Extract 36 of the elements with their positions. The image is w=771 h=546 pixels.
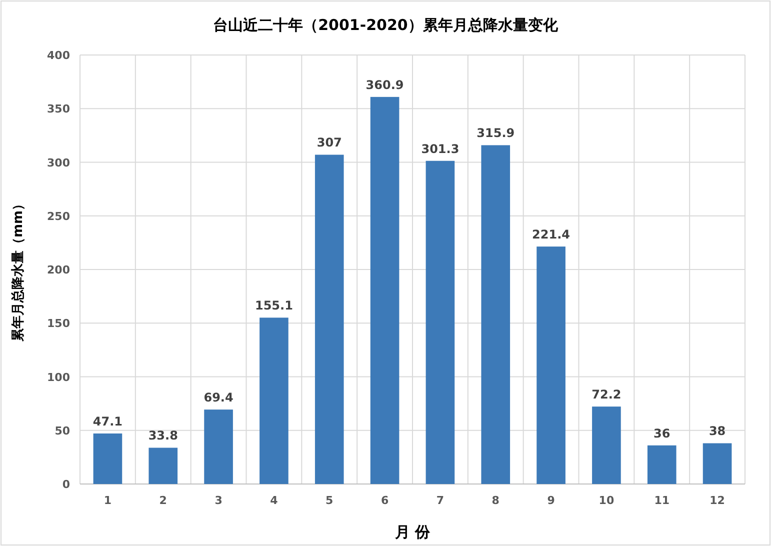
bar xyxy=(536,246,566,484)
bar xyxy=(370,96,400,484)
bar xyxy=(592,406,621,484)
bar xyxy=(93,433,122,484)
chart-title: 台山近二十年（2001-2020）累年月总降水量变化 xyxy=(213,16,559,34)
data-label: 155.1 xyxy=(254,298,293,313)
y-tick-label: 300 xyxy=(47,156,70,170)
data-label: 33.8 xyxy=(148,428,178,443)
x-axis-title: 月 份 xyxy=(394,523,432,541)
y-axis-title: 累年月总降水量（mm） xyxy=(10,197,26,343)
y-tick-label: 150 xyxy=(47,317,70,330)
data-label: 221.4 xyxy=(532,228,570,242)
bar xyxy=(204,410,233,484)
data-label: 36 xyxy=(654,426,670,440)
bar xyxy=(481,145,510,484)
y-tick-label: 100 xyxy=(47,370,70,384)
data-label: 360.9 xyxy=(366,78,404,92)
data-label: 301.3 xyxy=(421,142,460,156)
bar xyxy=(702,443,732,484)
data-label: 38 xyxy=(708,424,726,438)
y-tick-label: 0 xyxy=(62,478,70,491)
y-tick-label: 250 xyxy=(47,210,70,223)
y-tick-label: 200 xyxy=(47,264,70,276)
data-label: 72.2 xyxy=(592,388,622,402)
y-tick-label: 350 xyxy=(47,102,70,116)
data-label: 307 xyxy=(316,136,342,150)
data-label: 315.9 xyxy=(476,126,515,140)
data-label: 69.4 xyxy=(204,390,234,405)
y-tick-label: 400 xyxy=(47,49,70,62)
bar xyxy=(647,445,676,484)
bar xyxy=(148,448,178,484)
bar xyxy=(314,154,344,484)
bar xyxy=(426,160,455,484)
y-tick-label: 50 xyxy=(54,424,70,438)
bar xyxy=(260,318,288,484)
data-label: 47.1 xyxy=(92,414,123,428)
